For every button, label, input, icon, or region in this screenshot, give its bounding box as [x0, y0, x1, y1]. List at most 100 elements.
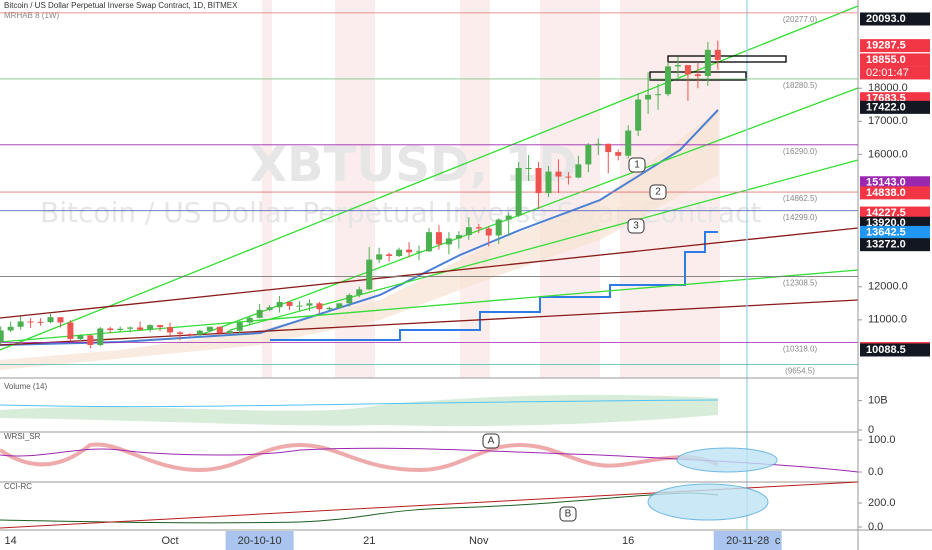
candle-body — [475, 227, 482, 229]
candle-body — [505, 215, 512, 220]
candle-body — [535, 167, 542, 194]
price-tag-label: 17422.0 — [866, 101, 906, 113]
candle-body — [276, 301, 283, 308]
price-tag — [860, 53, 930, 67]
candle-body — [655, 94, 662, 96]
candle-body — [615, 152, 622, 156]
candle-body — [67, 322, 74, 340]
candle-body — [625, 130, 632, 156]
callout — [627, 218, 645, 234]
candle-body — [485, 228, 492, 236]
x-highlight — [225, 531, 294, 550]
candle-body — [555, 171, 562, 177]
candle-body — [386, 254, 393, 256]
level-label: (14862.5) — [783, 194, 818, 203]
callout-label: B — [565, 509, 572, 520]
y-tick-label: 0.0 — [868, 521, 883, 533]
candle-body — [565, 176, 572, 178]
candle-body — [87, 335, 94, 345]
candle-body — [157, 325, 164, 328]
price-tag-label: 20093.0 — [866, 13, 906, 25]
level-label: (20277.0) — [783, 15, 818, 24]
candle-body — [326, 307, 333, 310]
price-tag — [860, 100, 930, 114]
candle-body — [236, 322, 243, 331]
candle-body — [694, 74, 701, 76]
candle-body — [495, 219, 502, 236]
y-tick-label: 200.0 — [868, 497, 896, 509]
candle-body — [665, 66, 672, 95]
candle-body — [296, 305, 303, 307]
candle-body — [226, 330, 233, 334]
price-tag — [860, 176, 930, 190]
candle-body — [435, 232, 442, 245]
price-tag — [860, 12, 930, 26]
y-tick-label: 17000.0 — [868, 115, 908, 127]
candle-body — [206, 326, 213, 331]
candle-body — [246, 317, 253, 323]
candle-body — [77, 335, 84, 340]
callout — [559, 506, 577, 522]
candle-body — [425, 232, 432, 252]
candle-body — [455, 235, 462, 239]
callout-label: 1 — [634, 160, 640, 171]
candle-body — [704, 49, 711, 76]
candle-body — [645, 94, 652, 100]
candle-body — [525, 167, 532, 169]
candle-body — [356, 289, 363, 296]
indicator-label: MRHAB 8 (1W) — [4, 11, 59, 20]
candle-body — [57, 317, 64, 323]
candle-body — [545, 171, 552, 194]
candle-body — [137, 327, 144, 330]
step-line — [270, 231, 718, 341]
candle-body — [7, 326, 14, 331]
price-tag — [860, 225, 930, 239]
level-label: (12308.5) — [783, 279, 818, 288]
y-tick-label: 10B — [868, 395, 888, 407]
candle-body — [196, 330, 203, 335]
x-tick-label: 20-11-28 — [726, 535, 769, 547]
candle-body — [97, 328, 104, 345]
candle-body — [445, 238, 452, 245]
callout — [649, 184, 667, 200]
price-tag — [860, 206, 930, 220]
price-tag — [860, 238, 930, 252]
price-tag-label: 19287.5 — [866, 40, 906, 52]
candle-body — [147, 325, 154, 330]
candle-body — [714, 49, 721, 60]
y-tick-label: 16000.0 — [868, 148, 908, 160]
candle-body — [336, 303, 343, 308]
price-tag — [860, 39, 930, 53]
y-tick-label: 12000.0 — [868, 281, 908, 293]
callout-label: 3 — [633, 221, 639, 232]
price-tag-label: 13272.0 — [866, 239, 906, 251]
candle-body — [575, 164, 582, 178]
candle-body — [37, 321, 44, 323]
x-tick-label: c — [775, 535, 781, 547]
candle-body — [406, 249, 413, 253]
candle-body — [286, 301, 293, 306]
y-tick-label: 0.0 — [868, 466, 883, 478]
x-tick-label: 16 — [622, 535, 634, 547]
x-highlight — [713, 531, 782, 550]
callout — [482, 433, 500, 449]
trendlines — [0, 0, 859, 530]
candle-body — [416, 251, 423, 253]
price-tag — [860, 343, 930, 357]
pane-label: Volume (14) — [4, 382, 47, 391]
candle-body — [376, 254, 383, 260]
candle-body — [47, 317, 54, 323]
callout-label: A — [488, 436, 495, 447]
price-tag-label: 18855.0 — [866, 54, 906, 66]
price-tag-label: 15143.0 — [866, 177, 906, 189]
chart-title: Bitcoin / US Dollar Perpetual Inverse Sw… — [4, 1, 238, 10]
callout-label: 2 — [655, 187, 661, 198]
y-tick-label: 11000.0 — [868, 314, 907, 326]
wrsi-band — [0, 442, 719, 473]
highlight-ellipse — [647, 483, 769, 521]
price-tag-label: 14227.5 — [866, 207, 906, 219]
x-tick-label: 14 — [5, 535, 17, 547]
candle-body — [17, 321, 24, 327]
moving-average — [0, 109, 719, 346]
